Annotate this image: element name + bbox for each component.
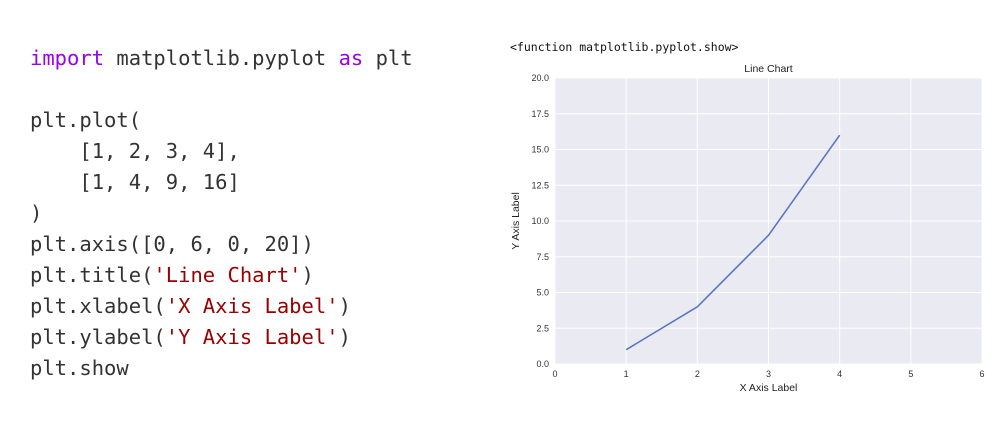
code-panel: import matplotlib.pyplot as plt plt.plot(…	[0, 0, 490, 433]
code-line: [1, 4, 9, 16]	[30, 167, 413, 198]
x-tick-label: 5	[908, 369, 913, 379]
output-text: <function matplotlib.pyplot.show>	[510, 40, 739, 54]
code-token: plt.ylabel(	[30, 325, 166, 349]
code-token: matplotlib.pyplot	[104, 46, 339, 70]
code-line: plt.title('Line Chart')	[30, 260, 413, 291]
x-tick-label: 0	[552, 369, 557, 379]
code-line: plt.show	[30, 353, 413, 384]
code-token: plt.plot(	[30, 108, 142, 132]
y-tick-label: 17.5	[531, 109, 549, 119]
y-tick-label: 15.0	[531, 145, 549, 155]
code-token: )	[338, 325, 351, 349]
chart-title: Line Chart	[744, 63, 793, 75]
x-axis-label: X Axis Label	[740, 382, 798, 394]
y-tick-label: 20.0	[531, 73, 549, 83]
code-line: plt.axis([0, 6, 0, 20])	[30, 229, 413, 260]
code-line: [1, 2, 3, 4],	[30, 136, 413, 167]
code-token: [1, 2, 3, 4],	[30, 139, 240, 163]
code-line: plt.xlabel('X Axis Label')	[30, 291, 413, 322]
chart-svg: 0 1 2 3 4 5 6 0.0 2.5 5.0 7.5 10.0 12.5 15.0 17.5 20.0 L…	[510, 63, 985, 394]
code-string: 'Y Axis Label'	[165, 325, 339, 349]
code-line	[30, 74, 413, 105]
y-tick-label: 12.5	[531, 180, 549, 190]
code-token: )	[301, 263, 314, 287]
code-token: )	[338, 294, 351, 318]
code-token: plt.axis([0, 6, 0, 20])	[30, 232, 314, 256]
code-token: plt.show	[30, 356, 129, 380]
code-line: )	[30, 198, 413, 229]
code-keyword: import	[30, 46, 105, 70]
code-line: import matplotlib.pyplot as plt	[30, 43, 413, 74]
x-tick-label: 3	[766, 369, 771, 379]
code-string: 'Line Chart'	[153, 263, 302, 287]
line-chart: 0 1 2 3 4 5 6 0.0 2.5 5.0 7.5 10.0 12.5 15.0 17.5 20.0 L…	[505, 55, 1000, 400]
code-token: [1, 4, 9, 16]	[30, 170, 240, 194]
x-tick-label: 1	[624, 369, 629, 379]
y-tick-label: 5.0	[536, 288, 549, 298]
code-line: plt.plot(	[30, 105, 413, 136]
code-token: plt.xlabel(	[30, 294, 166, 318]
x-tick-label: 6	[979, 369, 984, 379]
y-tick-label: 0.0	[536, 359, 549, 369]
y-axis-label: Y Axis Label	[510, 192, 522, 250]
y-tick-label: 10.0	[531, 216, 549, 226]
y-tick-label: 2.5	[536, 323, 549, 333]
code-keyword: as	[338, 46, 364, 70]
y-tick-label: 7.5	[536, 252, 549, 262]
code-token: )	[30, 201, 43, 225]
code-token: plt	[363, 46, 413, 70]
code-string: 'X Axis Label'	[165, 294, 339, 318]
code-line: plt.ylabel('Y Axis Label')	[30, 322, 413, 353]
code-block: import matplotlib.pyplot as plt plt.plot(…	[30, 43, 413, 384]
x-tick-label: 2	[695, 369, 700, 379]
series-line	[625, 134, 841, 351]
x-tick-label: 4	[837, 369, 842, 379]
code-token: plt.title(	[30, 263, 154, 287]
